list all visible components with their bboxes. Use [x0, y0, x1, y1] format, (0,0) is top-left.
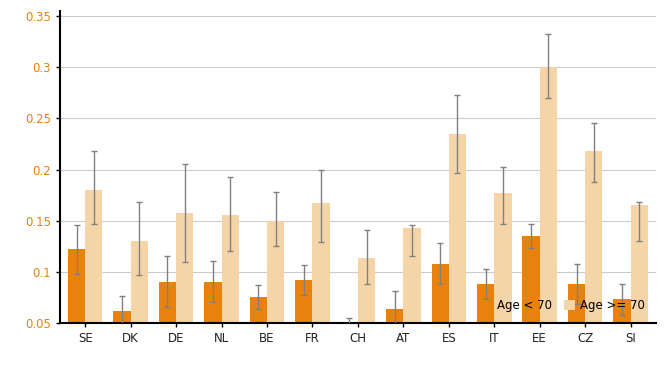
Bar — [477, 284, 494, 371]
Bar — [312, 203, 330, 371]
Bar — [295, 280, 312, 371]
Bar — [540, 67, 557, 371]
Bar — [403, 228, 421, 371]
Bar — [176, 213, 193, 371]
Bar — [522, 236, 540, 371]
Legend: Age < 70, Age >= 70: Age < 70, Age >= 70 — [476, 295, 650, 317]
Bar — [613, 299, 631, 371]
Bar — [568, 284, 585, 371]
Bar — [250, 297, 267, 371]
Bar — [159, 282, 176, 371]
Bar — [432, 263, 449, 371]
Bar — [449, 134, 466, 371]
Bar — [204, 282, 221, 371]
Bar — [341, 323, 358, 371]
Bar — [631, 205, 648, 371]
Bar — [68, 249, 85, 371]
Bar — [358, 258, 375, 371]
Bar — [85, 190, 102, 371]
Bar — [494, 193, 512, 371]
Bar — [386, 309, 403, 371]
Bar — [130, 241, 148, 371]
Bar — [267, 221, 284, 371]
Bar — [221, 216, 239, 371]
Bar — [113, 311, 130, 371]
Bar — [585, 151, 603, 371]
